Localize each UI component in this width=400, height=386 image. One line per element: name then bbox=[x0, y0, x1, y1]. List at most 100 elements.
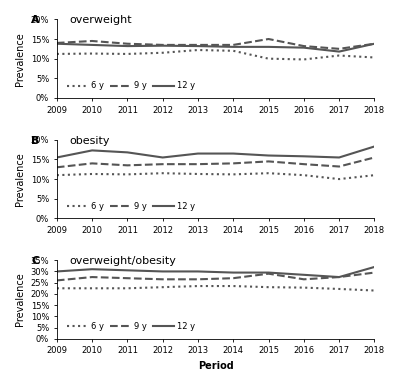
9 y bbox=[125, 276, 130, 281]
12 y bbox=[54, 155, 59, 160]
12 y bbox=[196, 151, 200, 156]
Text: C: C bbox=[32, 256, 40, 266]
9 y bbox=[231, 161, 236, 166]
12 y bbox=[266, 153, 271, 158]
Y-axis label: Prevalence: Prevalence bbox=[15, 152, 25, 206]
6 y bbox=[90, 286, 94, 291]
9 y bbox=[302, 277, 306, 282]
9 y bbox=[54, 165, 59, 169]
6 y bbox=[90, 172, 94, 176]
Text: overweight: overweight bbox=[70, 15, 132, 25]
6 y bbox=[231, 284, 236, 288]
6 y bbox=[302, 173, 306, 178]
6 y bbox=[196, 48, 200, 52]
12 y bbox=[302, 273, 306, 277]
12 y bbox=[90, 267, 94, 271]
6 y bbox=[90, 51, 94, 56]
6 y bbox=[160, 285, 165, 290]
Y-axis label: Prevalence: Prevalence bbox=[15, 32, 25, 86]
9 y bbox=[302, 44, 306, 48]
12 y bbox=[337, 155, 342, 160]
Line: 12 y: 12 y bbox=[57, 146, 374, 157]
9 y bbox=[196, 277, 200, 282]
9 y bbox=[54, 41, 59, 45]
12 y bbox=[160, 269, 165, 274]
12 y bbox=[160, 43, 165, 48]
Line: 9 y: 9 y bbox=[57, 39, 374, 49]
Text: overweight/obesity: overweight/obesity bbox=[70, 256, 176, 266]
6 y bbox=[196, 172, 200, 176]
12 y bbox=[302, 45, 306, 50]
12 y bbox=[90, 42, 94, 47]
9 y bbox=[90, 161, 94, 166]
9 y bbox=[372, 270, 377, 275]
Line: 6 y: 6 y bbox=[57, 286, 374, 291]
12 y bbox=[372, 265, 377, 269]
6 y bbox=[266, 171, 271, 176]
12 y bbox=[266, 44, 271, 49]
12 y bbox=[231, 44, 236, 49]
9 y bbox=[266, 271, 271, 276]
12 y bbox=[372, 144, 377, 149]
6 y bbox=[337, 177, 342, 181]
6 y bbox=[54, 173, 59, 178]
Text: obesity: obesity bbox=[70, 136, 110, 146]
12 y bbox=[160, 155, 165, 160]
Line: 6 y: 6 y bbox=[57, 50, 374, 59]
9 y bbox=[337, 275, 342, 279]
6 y bbox=[125, 172, 130, 177]
9 y bbox=[231, 276, 236, 281]
6 y bbox=[125, 286, 130, 291]
9 y bbox=[266, 159, 271, 164]
6 y bbox=[125, 52, 130, 56]
6 y bbox=[372, 288, 377, 293]
6 y bbox=[337, 53, 342, 58]
12 y bbox=[125, 44, 130, 48]
9 y bbox=[54, 278, 59, 283]
12 y bbox=[90, 148, 94, 153]
Line: 12 y: 12 y bbox=[57, 267, 374, 277]
9 y bbox=[90, 39, 94, 43]
9 y bbox=[160, 277, 165, 282]
12 y bbox=[337, 49, 342, 54]
Line: 9 y: 9 y bbox=[57, 157, 374, 167]
12 y bbox=[54, 269, 59, 274]
9 y bbox=[302, 162, 306, 166]
12 y bbox=[231, 151, 236, 156]
9 y bbox=[337, 47, 342, 51]
6 y bbox=[54, 52, 59, 56]
6 y bbox=[266, 56, 271, 61]
6 y bbox=[266, 285, 271, 290]
Y-axis label: Prevalence: Prevalence bbox=[15, 273, 25, 327]
9 y bbox=[372, 155, 377, 160]
6 y bbox=[54, 286, 59, 291]
12 y bbox=[196, 44, 200, 48]
Legend: 6 y, 9 y, 12 y: 6 y, 9 y, 12 y bbox=[64, 198, 198, 214]
9 y bbox=[125, 163, 130, 168]
Text: A: A bbox=[32, 15, 40, 25]
9 y bbox=[160, 42, 165, 47]
12 y bbox=[125, 150, 130, 155]
Line: 9 y: 9 y bbox=[57, 273, 374, 281]
Line: 12 y: 12 y bbox=[57, 44, 374, 52]
9 y bbox=[231, 42, 236, 47]
9 y bbox=[266, 37, 271, 41]
6 y bbox=[302, 57, 306, 62]
9 y bbox=[160, 162, 165, 166]
6 y bbox=[231, 49, 236, 53]
6 y bbox=[372, 173, 377, 178]
12 y bbox=[302, 154, 306, 159]
6 y bbox=[196, 284, 200, 288]
12 y bbox=[196, 269, 200, 274]
Text: B: B bbox=[32, 136, 40, 146]
12 y bbox=[231, 270, 236, 275]
6 y bbox=[160, 51, 165, 55]
9 y bbox=[372, 41, 377, 46]
Legend: 6 y, 9 y, 12 y: 6 y, 9 y, 12 y bbox=[64, 78, 198, 94]
Legend: 6 y, 9 y, 12 y: 6 y, 9 y, 12 y bbox=[64, 319, 198, 335]
X-axis label: Period: Period bbox=[198, 361, 234, 371]
6 y bbox=[231, 172, 236, 177]
9 y bbox=[337, 164, 342, 169]
Line: 6 y: 6 y bbox=[57, 173, 374, 179]
12 y bbox=[125, 268, 130, 273]
